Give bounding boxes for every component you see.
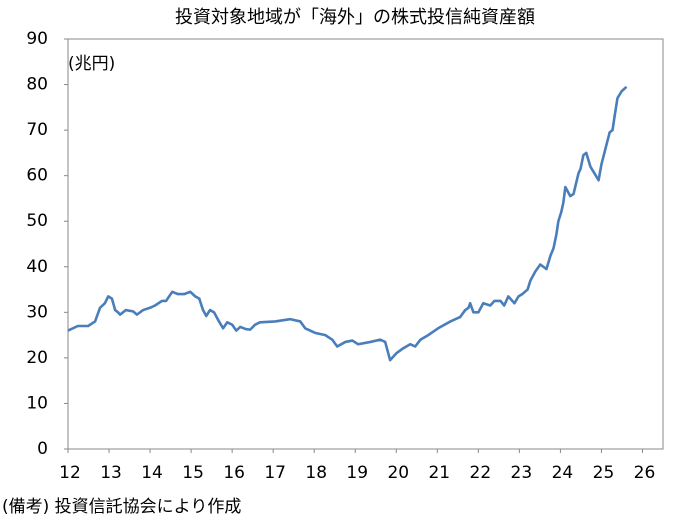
x-tick-label: 17 [264,463,286,483]
x-tick-label: 12 [59,463,81,483]
x-tick-label: 25 [593,463,615,483]
x-tick-label: 19 [346,463,368,483]
y-tick-label: 0 [37,439,48,459]
y-tick-label: 90 [26,29,48,49]
x-tick-label: 18 [305,463,327,483]
y-tick-label: 50 [26,211,48,231]
source-note: (備考) 投資信託協会により作成 [2,497,241,517]
x-tick-label: 15 [182,463,204,483]
series-line [67,85,628,362]
x-tick-label: 21 [428,463,450,483]
x-tick-label: 22 [470,463,492,483]
y-unit: (兆円) [68,54,115,74]
y-tick-label: 40 [26,257,48,277]
chart-title: 投資対象地域が「海外」の株式投信純資産額 [175,7,535,28]
x-tick-label: 16 [223,463,245,483]
plot-frame [67,38,664,450]
x-tick-label: 20 [387,463,409,483]
x-tick-label: 26 [634,463,656,483]
x-tick-label: 14 [141,463,163,483]
x-tick-label: 24 [552,463,574,483]
y-tick-label: 80 [26,75,48,95]
y-tick-label: 60 [26,166,48,186]
y-tick-label: 10 [26,393,48,413]
y-tick-label: 70 [26,120,48,140]
y-tick-label: 20 [26,348,48,368]
x-tick-label: 23 [511,463,533,483]
y-tick-label: 30 [26,302,48,322]
x-tick-label: 13 [100,463,122,483]
